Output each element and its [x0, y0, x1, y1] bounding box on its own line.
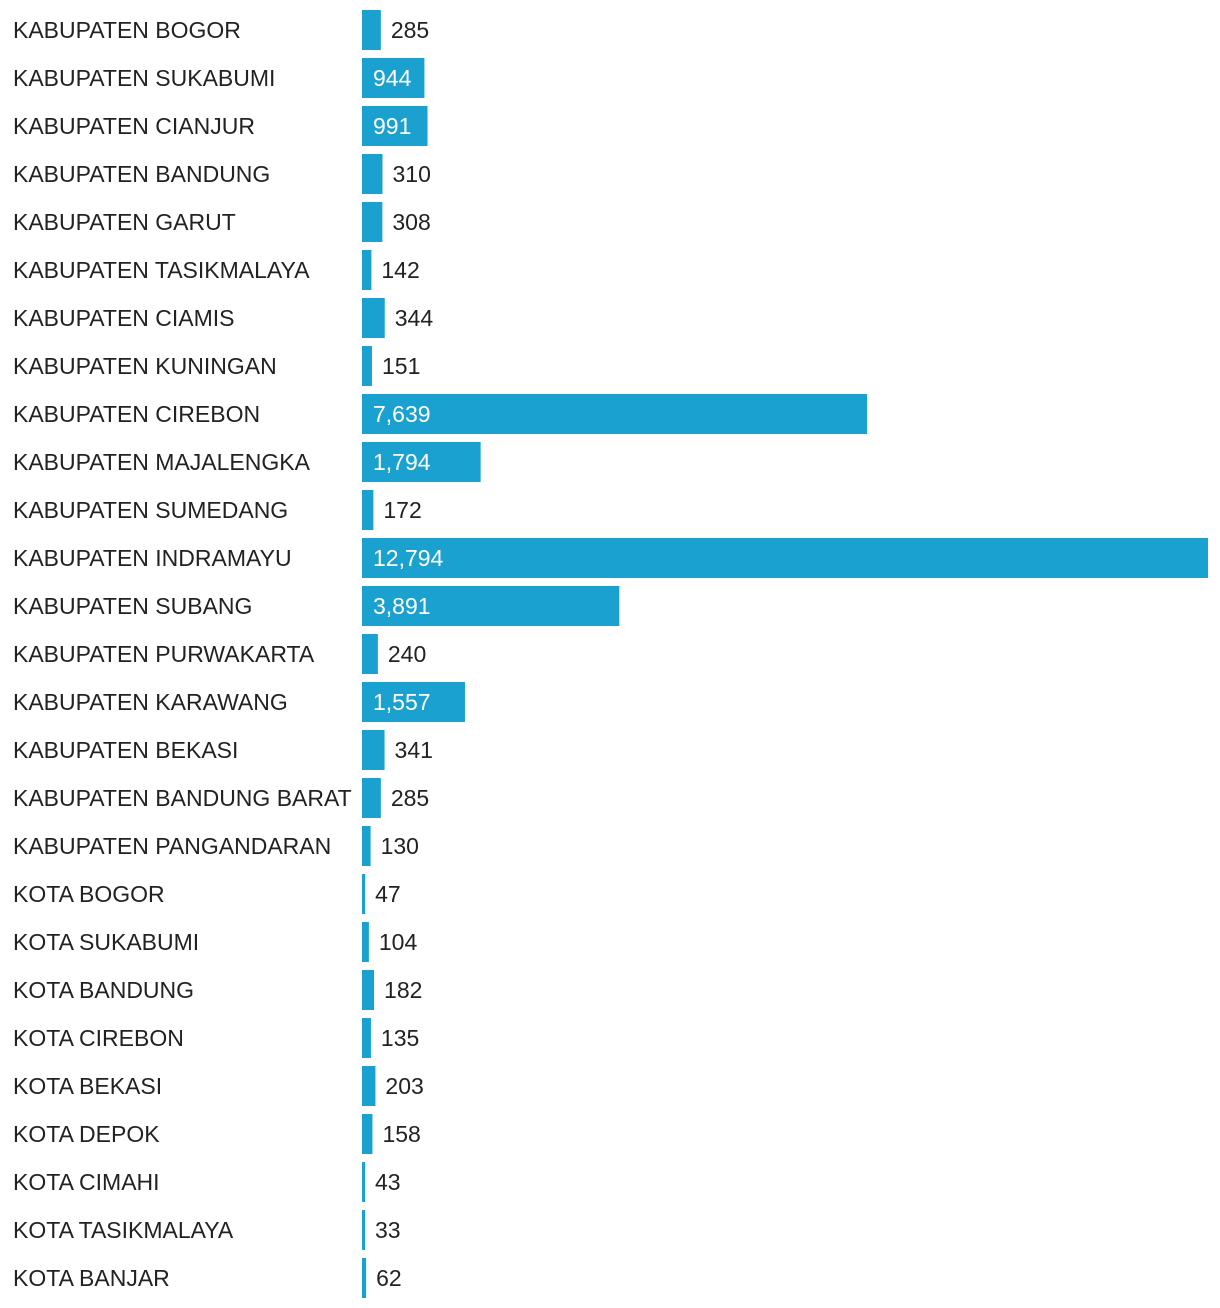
- category-label: KABUPATEN BEKASI: [13, 737, 238, 763]
- value-label: 47: [375, 881, 401, 907]
- category-label: KABUPATEN SUBANG: [13, 593, 252, 619]
- category-label: KABUPATEN TASIKMALAYA: [13, 257, 310, 283]
- bar[interactable]: [362, 586, 620, 626]
- value-label: 142: [381, 257, 419, 283]
- bar[interactable]: [362, 730, 385, 770]
- value-label: 151: [382, 353, 420, 379]
- category-label: KABUPATEN MAJALENGKA: [13, 449, 311, 475]
- bar[interactable]: [362, 826, 371, 866]
- bar[interactable]: [362, 1258, 367, 1298]
- value-label: 285: [391, 785, 429, 811]
- value-label: 344: [395, 305, 434, 331]
- bar[interactable]: [362, 1018, 371, 1058]
- bar[interactable]: [362, 1210, 365, 1250]
- value-label: 12,794: [373, 545, 444, 571]
- bar[interactable]: [362, 106, 428, 146]
- bar[interactable]: [362, 442, 481, 482]
- value-label: 3,891: [373, 593, 431, 619]
- value-label: 341: [395, 737, 433, 763]
- bar[interactable]: [362, 346, 372, 386]
- category-label: KABUPATEN PURWAKARTA: [13, 641, 315, 667]
- bar[interactable]: [362, 922, 369, 962]
- category-label: KOTA BOGOR: [13, 881, 165, 907]
- bar[interactable]: [362, 490, 374, 530]
- category-label: KABUPATEN SUKABUMI: [13, 65, 275, 91]
- category-label: KABUPATEN GARUT: [13, 209, 236, 235]
- category-label: KABUPATEN BANDUNG BARAT: [13, 785, 352, 811]
- category-label: KOTA DEPOK: [13, 1121, 160, 1147]
- category-label: KOTA BANDUNG: [13, 977, 194, 1003]
- value-label: 158: [382, 1121, 420, 1147]
- bar[interactable]: [362, 250, 372, 290]
- value-label: 33: [375, 1217, 401, 1243]
- category-label: KABUPATEN KUNINGAN: [13, 353, 277, 379]
- category-label: KOTA TASIKMALAYA: [13, 1217, 234, 1243]
- value-label: 43: [375, 1169, 401, 1195]
- bar[interactable]: [362, 682, 465, 722]
- value-label: 285: [391, 17, 429, 43]
- category-label: KOTA BEKASI: [13, 1073, 162, 1099]
- value-label: 130: [381, 833, 419, 859]
- category-label: KABUPATEN CIAMIS: [13, 305, 235, 331]
- value-label: 182: [384, 977, 422, 1003]
- bar[interactable]: [362, 874, 366, 914]
- bar[interactable]: [362, 154, 383, 194]
- bar[interactable]: [362, 538, 1208, 578]
- category-label: KABUPATEN PANGANDARAN: [13, 833, 331, 859]
- bar[interactable]: [362, 202, 383, 242]
- value-label: 104: [379, 929, 418, 955]
- value-label: 240: [388, 641, 426, 667]
- value-label: 1,557: [373, 689, 431, 715]
- value-label: 135: [381, 1025, 419, 1051]
- value-label: 172: [383, 497, 421, 523]
- bar[interactable]: [362, 634, 378, 674]
- category-label: KABUPATEN BANDUNG: [13, 161, 270, 187]
- value-label: 203: [385, 1073, 423, 1099]
- value-label: 1,794: [373, 449, 431, 475]
- bar[interactable]: [362, 58, 425, 98]
- category-label: KOTA CIMAHI: [13, 1169, 160, 1195]
- value-label: 308: [392, 209, 430, 235]
- bar[interactable]: [362, 1114, 373, 1154]
- category-label: KOTA CIREBON: [13, 1025, 184, 1051]
- category-label: KABUPATEN CIREBON: [13, 401, 260, 427]
- value-label: 944: [373, 65, 412, 91]
- category-label: KABUPATEN KARAWANG: [13, 689, 288, 715]
- value-label: 62: [376, 1265, 402, 1291]
- bar[interactable]: [362, 394, 868, 434]
- category-label: KOTA BANJAR: [13, 1265, 170, 1291]
- category-label: KABUPATEN SUMEDANG: [13, 497, 288, 523]
- category-label: KOTA SUKABUMI: [13, 929, 199, 955]
- value-label: 310: [392, 161, 430, 187]
- value-label: 991: [373, 113, 411, 139]
- bar[interactable]: [362, 1066, 376, 1106]
- value-label: 7,639: [373, 401, 431, 427]
- category-label: KABUPATEN CIANJUR: [13, 113, 255, 139]
- bar[interactable]: [362, 10, 381, 50]
- bar[interactable]: [362, 298, 385, 338]
- bar[interactable]: [362, 970, 375, 1010]
- category-label: KABUPATEN BOGOR: [13, 17, 241, 43]
- bar[interactable]: [362, 1162, 365, 1202]
- category-label: KABUPATEN INDRAMAYU: [13, 545, 292, 571]
- bar[interactable]: [362, 778, 381, 818]
